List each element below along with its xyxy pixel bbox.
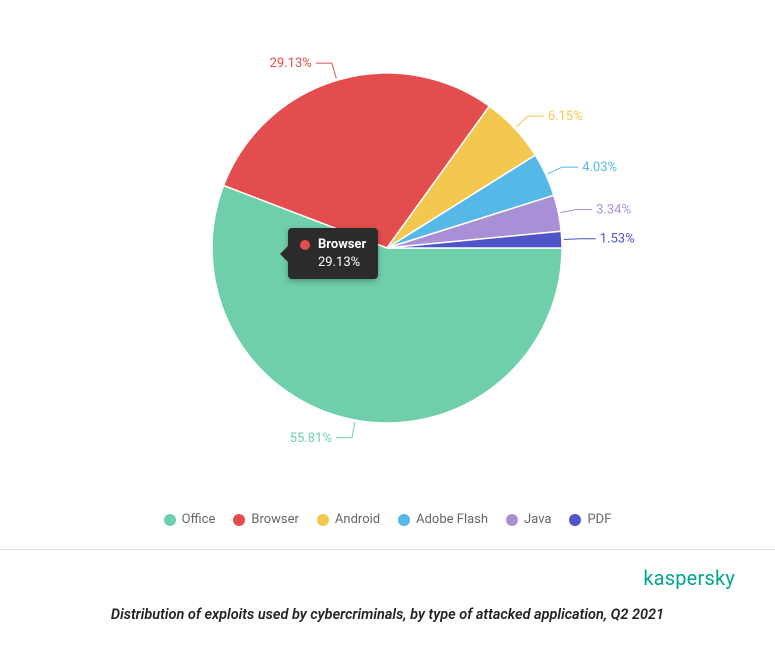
brand-label: kaspersky bbox=[0, 550, 775, 600]
slice-label: 4.03% bbox=[582, 160, 617, 175]
tooltip-series-value: 29.13% bbox=[300, 254, 366, 272]
leader-line bbox=[316, 63, 337, 78]
legend-swatch-icon bbox=[398, 514, 410, 526]
legend-item[interactable]: PDF bbox=[569, 512, 611, 527]
legend-label: Browser bbox=[251, 512, 299, 527]
legend-label: PDF bbox=[587, 512, 611, 527]
legend-swatch-icon bbox=[233, 514, 245, 526]
chart-legend: Office Browser Android Adobe Flash Java PDF bbox=[0, 500, 775, 549]
legend-item[interactable]: Java bbox=[506, 512, 551, 527]
chart-caption: Distribution of exploits used by cybercr… bbox=[0, 600, 775, 623]
leader-line bbox=[548, 167, 579, 174]
legend-label: Office bbox=[182, 512, 216, 527]
slice-label: 29.13% bbox=[270, 56, 312, 71]
slice-label: 3.34% bbox=[596, 202, 631, 217]
legend-label: Adobe Flash bbox=[416, 512, 488, 527]
slice-label: 6.15% bbox=[548, 109, 583, 124]
legend-label: Java bbox=[524, 512, 551, 527]
tooltip-series-name: Browser bbox=[318, 236, 366, 254]
leader-line bbox=[336, 422, 355, 438]
pie-chart-area: 55.81% 29.13% 6.15% 4.03% 3.34% 1.53% Browser… bbox=[0, 0, 775, 500]
legend-swatch-icon bbox=[569, 514, 581, 526]
chart-tooltip: Browser 29.13% bbox=[288, 228, 378, 279]
legend-swatch-icon bbox=[506, 514, 518, 526]
leader-line bbox=[560, 209, 592, 212]
leader-line bbox=[564, 239, 596, 240]
slice-label: 1.53% bbox=[600, 232, 635, 247]
legend-label: Android bbox=[335, 512, 380, 527]
leader-line bbox=[516, 116, 544, 127]
legend-item[interactable]: Adobe Flash bbox=[398, 512, 488, 527]
legend-item[interactable]: Browser bbox=[233, 512, 299, 527]
legend-item[interactable]: Android bbox=[317, 512, 380, 527]
legend-item[interactable]: Office bbox=[164, 512, 216, 527]
tooltip-dot-icon bbox=[300, 240, 310, 250]
legend-swatch-icon bbox=[164, 514, 176, 526]
pie-chart-svg: 55.81% 29.13% 6.15% 4.03% 3.34% 1.53% bbox=[0, 0, 775, 500]
legend-swatch-icon bbox=[317, 514, 329, 526]
slice-label: 55.81% bbox=[290, 431, 332, 446]
